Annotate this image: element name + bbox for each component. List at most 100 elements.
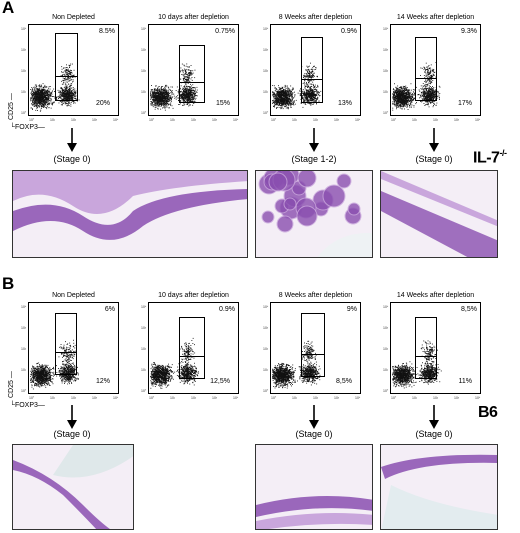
event-dot xyxy=(274,87,276,89)
event-dot xyxy=(67,90,69,92)
gate-divider xyxy=(56,76,77,77)
event-dot xyxy=(275,90,277,92)
event-dot xyxy=(281,87,283,88)
event-dot xyxy=(181,91,183,93)
gate-percent-bottom: 20% xyxy=(95,100,110,107)
strain-name: IL-7 xyxy=(473,149,500,167)
event-dot xyxy=(192,98,194,99)
event-dot xyxy=(302,90,304,92)
event-dot xyxy=(155,100,157,102)
event-dot xyxy=(69,65,71,66)
event-dot xyxy=(160,90,162,92)
event-dot xyxy=(279,105,281,106)
event-dot xyxy=(290,92,292,94)
event-dot xyxy=(280,90,282,92)
event-dot xyxy=(410,99,412,101)
event-dot xyxy=(35,105,36,107)
event-dot xyxy=(312,89,314,91)
event-dot xyxy=(60,96,62,98)
event-dot xyxy=(65,91,67,93)
event-dot xyxy=(37,96,39,98)
event-dot xyxy=(311,79,313,81)
event-dot xyxy=(182,105,184,106)
event-dot xyxy=(158,97,160,99)
gate-percent-top: 0.75% xyxy=(215,28,235,35)
event-dot xyxy=(41,98,43,100)
event-dot xyxy=(43,105,44,107)
event-dot xyxy=(180,96,182,98)
event-dot xyxy=(285,98,287,99)
event-dot xyxy=(304,95,306,96)
event-dot xyxy=(187,93,189,95)
event-dot xyxy=(312,87,314,89)
event-dot xyxy=(308,100,310,102)
event-dot xyxy=(293,97,294,99)
event-dot xyxy=(74,93,76,95)
event-dot xyxy=(306,85,308,87)
event-dot xyxy=(185,95,187,97)
event-dot xyxy=(187,81,189,82)
event-dot xyxy=(36,89,38,91)
event-dot xyxy=(34,84,36,86)
event-dot xyxy=(50,98,52,100)
event-dot xyxy=(159,91,161,92)
event-dot xyxy=(46,86,48,88)
event-dot xyxy=(189,74,191,76)
event-dot xyxy=(55,97,57,99)
event-dot xyxy=(306,92,308,94)
event-dot xyxy=(189,91,191,92)
event-dot xyxy=(36,98,38,100)
event-dot xyxy=(167,97,169,99)
event-dot xyxy=(67,83,69,85)
event-dot xyxy=(64,80,66,82)
event-dot xyxy=(38,92,40,94)
event-dot xyxy=(163,90,164,92)
event-dot xyxy=(69,67,70,68)
event-dot xyxy=(61,68,63,70)
event-dot xyxy=(67,103,69,105)
event-dot xyxy=(312,72,314,74)
event-dot xyxy=(65,73,67,75)
event-dot xyxy=(65,78,67,80)
event-dot xyxy=(163,98,165,100)
event-dot xyxy=(303,93,304,94)
event-dot xyxy=(68,70,70,72)
event-dot xyxy=(156,90,157,92)
event-dot xyxy=(65,86,67,88)
event-dot xyxy=(188,103,190,104)
event-dot xyxy=(312,81,314,83)
event-dot xyxy=(280,107,282,109)
event-dot xyxy=(311,97,313,99)
event-dot xyxy=(61,83,63,85)
event-dot xyxy=(412,93,414,94)
event-dot xyxy=(180,71,181,73)
event-dot xyxy=(313,92,315,94)
event-dot xyxy=(36,99,38,101)
event-dot xyxy=(74,94,75,96)
event-dot xyxy=(186,81,188,82)
event-dot xyxy=(307,78,309,79)
event-dot xyxy=(186,87,188,89)
event-dot xyxy=(312,99,314,101)
event-dot xyxy=(52,90,53,92)
event-dot xyxy=(303,101,305,102)
event-dot xyxy=(66,78,68,80)
y-tick-label: 10² xyxy=(21,69,27,73)
event-dot xyxy=(311,99,313,100)
event-dot xyxy=(274,94,276,95)
event-dot xyxy=(153,104,155,106)
event-dot xyxy=(191,79,193,81)
event-dot xyxy=(38,95,40,97)
event-dot xyxy=(273,105,275,107)
event-dot xyxy=(284,95,286,97)
event-dot xyxy=(315,89,317,90)
event-dot xyxy=(37,104,38,106)
event-dot xyxy=(184,74,186,76)
event-dot xyxy=(395,88,397,90)
event-dot xyxy=(168,103,169,105)
event-dot xyxy=(190,89,192,91)
event-dot xyxy=(39,98,41,99)
event-dot xyxy=(300,93,301,95)
event-dot xyxy=(188,93,190,95)
event-dot xyxy=(41,97,42,99)
